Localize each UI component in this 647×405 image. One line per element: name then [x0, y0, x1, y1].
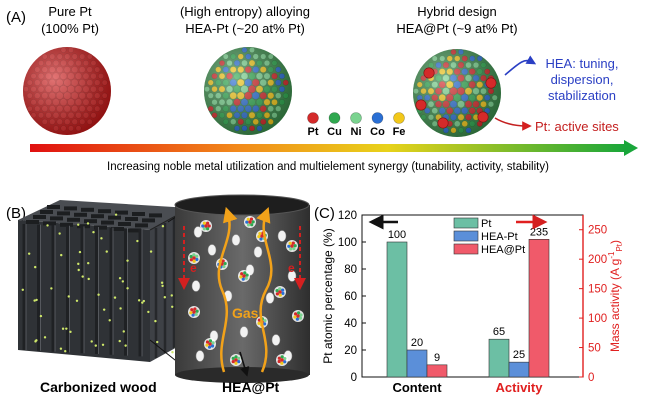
category-label-activity: Activity — [496, 380, 544, 395]
bar-value-label: 100 — [388, 229, 406, 241]
hea-at-pt-particle — [244, 216, 256, 228]
legend-swatch — [453, 217, 479, 229]
hybrid-title: Hybrid design — [417, 4, 497, 19]
bar-value-label: 25 — [513, 349, 525, 361]
legend-label-ni: Ni — [351, 126, 362, 138]
right-tick-label: 150 — [588, 284, 607, 296]
hea-at-pt-particle — [188, 252, 200, 264]
gas-flow-arrow-right — [256, 206, 273, 373]
hea-at-pt-particle — [276, 354, 288, 366]
pt-surface-atom — [415, 99, 427, 111]
pt-surface-atom — [485, 77, 497, 89]
pt-surface-atom — [477, 111, 489, 123]
gradient-arrow-head — [624, 140, 638, 156]
hea-at-pt-particle — [274, 286, 286, 298]
hea-at-pt-particle — [188, 306, 200, 318]
right-tick-label: 250 — [588, 225, 607, 237]
gas-label: Gas — [232, 305, 259, 321]
hea-at-pt-particle — [286, 240, 298, 252]
legend-dot-ni — [350, 112, 362, 124]
left-axis-title: Pt atomic percentage (%) — [321, 228, 335, 363]
panel-c-label: (C) — [314, 205, 335, 222]
pure-pt-title: Pure Pt — [48, 4, 92, 19]
carbonized-wood-block — [18, 200, 190, 362]
hea-at-pt-particle — [292, 310, 304, 322]
bar-pt-content — [386, 241, 408, 378]
right-tick-label: 100 — [588, 313, 607, 325]
legend-label-pt: Pt — [308, 126, 319, 138]
bar-value-label: 9 — [434, 352, 440, 364]
hea-note-line-1: HEA: tuning, — [546, 56, 619, 71]
gradient-caption: Increasing noble metal utilization and m… — [107, 161, 549, 173]
bar-value-label: 20 — [411, 337, 423, 349]
hea-note-line-3: stabilization — [548, 88, 616, 103]
bar-value-label: 235 — [530, 226, 548, 238]
category-label-content: Content — [392, 380, 442, 395]
hea-at-pt-particle — [238, 270, 250, 282]
left-tick-label: 120 — [338, 210, 357, 222]
bar-pt-activity — [488, 338, 510, 378]
hybrid-subtitle: HEA@Pt (~9 at% Pt) — [396, 21, 517, 36]
hea-at-pt-particle — [230, 354, 242, 366]
legend-swatch — [453, 243, 479, 255]
legend-label-co: Co — [370, 126, 385, 138]
pt-surface-atom — [437, 117, 449, 129]
bar-value-label: 65 — [493, 326, 505, 338]
panel-a-label: (A) — [6, 9, 26, 26]
legend-dot-fe — [393, 112, 405, 124]
legend-label: Pt — [481, 218, 491, 230]
hea-pt-nanoparticle — [204, 47, 292, 135]
gradient-arrow-bar — [30, 144, 626, 152]
panel-c-chart: (C) 0 20 40 60 80 100 120 0 50 100 150 200 250 Pt ato… — [314, 205, 624, 395]
left-tick-label: 60 — [344, 291, 357, 303]
pt-surface-atom — [423, 67, 435, 79]
hea-at-pt-pointer — [239, 351, 250, 377]
hea-pointer-arrow — [504, 55, 537, 76]
legend-dot-pt — [307, 112, 319, 124]
right-tick-label: 50 — [588, 343, 601, 355]
hea-at-pt-label: HEA@Pt — [222, 379, 280, 395]
gas-flow-arrow-left — [217, 206, 238, 373]
legend-dot-co — [371, 112, 384, 124]
legend-swatch — [453, 230, 479, 242]
pt-pointer-arrow — [494, 117, 532, 131]
carbonized-wood-label: Carbonized wood — [40, 379, 157, 395]
alloy-title: (High entropy) alloying — [180, 4, 310, 19]
left-tick-label: 0 — [351, 372, 357, 384]
wood-channel-cutaway: Gas e e — [174, 194, 310, 383]
bar-hea-at-pt-activity — [528, 239, 550, 378]
alloy-subtitle: HEA-Pt (~20 at% Pt) — [185, 21, 305, 36]
left-tick-label: 20 — [344, 345, 357, 357]
right-axis-title: Mass activity (A g-1Pt) — [607, 240, 624, 352]
hea-at-pt-particle — [204, 338, 216, 350]
electron-label-left: e — [190, 261, 197, 275]
legend-label-cu: Cu — [327, 126, 342, 138]
bar-hea-at-pt-content — [426, 364, 448, 378]
pure-pt-nanoparticle — [23, 47, 111, 135]
legend-label-fe: Fe — [393, 126, 406, 138]
electron-label-right: e — [288, 261, 295, 275]
pure-pt-subtitle: (100% Pt) — [41, 21, 99, 36]
hea-at-pt-nanoparticle — [413, 49, 501, 137]
bar-hea-pt-activity — [508, 361, 530, 378]
legend-label: HEA-Pt — [481, 231, 518, 243]
right-tick-label: 0 — [588, 372, 594, 384]
right-tick-label: 200 — [588, 254, 607, 266]
left-tick-label: 100 — [338, 237, 357, 249]
bar-hea-pt-content — [406, 349, 428, 378]
left-tick-label: 80 — [344, 264, 357, 276]
legend-label: HEA@Pt — [481, 244, 525, 256]
hea-note-line-2: dispersion, — [551, 72, 614, 87]
element-legend: Pt Cu Ni Co Fe — [307, 112, 406, 138]
legend-dot-cu — [328, 112, 341, 124]
hea-at-pt-particle — [200, 220, 212, 232]
pt-note: Pt: active sites — [535, 119, 619, 134]
left-tick-label: 40 — [344, 318, 357, 330]
panel-a: (A) Pure Pt (100% Pt) (High entropy) all… — [6, 4, 638, 173]
panel-b-label: (B) — [6, 205, 26, 222]
panel-b: (B) Gas e e Carbonized wood — [6, 194, 310, 395]
